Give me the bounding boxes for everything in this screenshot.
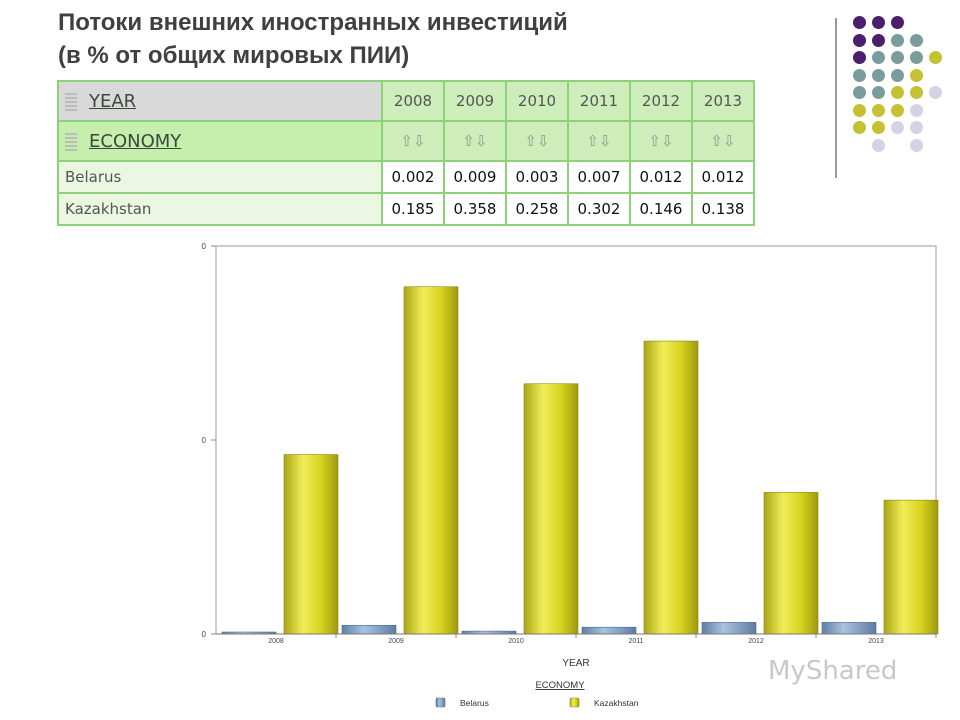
year-cell: 2010 (505, 80, 569, 122)
decorative-dot (853, 16, 866, 29)
title-line-2: (в % от общих мировых ПИИ) (58, 42, 410, 69)
year-header-label[interactable]: YEAR (89, 90, 137, 112)
decorative-dot (853, 68, 866, 82)
decorative-dot (872, 16, 885, 29)
legend-label: Belarus (460, 698, 489, 708)
x-tick-label: 2010 (508, 638, 524, 645)
value-cell: 0.007 (567, 160, 631, 194)
drag-handle-icon[interactable] (65, 131, 77, 151)
drag-handle-icon[interactable] (65, 91, 77, 111)
decorative-dot (872, 33, 885, 47)
sort-arrows-icon[interactable]: ⇧⇩ (381, 120, 445, 162)
sort-arrows-icon[interactable]: ⇧⇩ (505, 120, 569, 162)
decorative-dot (891, 86, 904, 99)
decorative-dot (929, 51, 942, 64)
decorative-divider (835, 18, 837, 178)
value-cell: 0.138 (691, 192, 755, 226)
x-tick-label: 2009 (388, 638, 404, 645)
bar-chart: 0 0 0 2008 2009 2010 2011 2012 2013 YEAR ECONOMY Be… (202, 242, 939, 708)
year-cell: 2012 (629, 80, 693, 122)
sort-arrows-icon[interactable]: ⇧⇩ (629, 120, 693, 162)
value-cell: 0.012 (629, 160, 693, 194)
decorative-dot (891, 51, 904, 64)
decorative-dot (910, 33, 923, 47)
decorative-dot (910, 86, 923, 99)
value-cell: 0.185 (381, 192, 445, 226)
decorative-dot-grid (850, 14, 950, 154)
decorative-dot (872, 51, 885, 64)
decorative-dot (891, 103, 904, 117)
decorative-dot (891, 121, 904, 134)
decorative-dot (910, 68, 923, 82)
value-cell: 0.009 (443, 160, 507, 194)
year-cell: 2013 (691, 80, 755, 122)
sort-arrows-icon[interactable]: ⇧⇩ (691, 120, 755, 162)
decorative-dot (853, 121, 866, 134)
legend-label: Kazakhstan (594, 698, 639, 708)
value-cell: 0.003 (505, 160, 569, 194)
title-line-1: Потоки внешних иностранных инвестиций (58, 9, 568, 36)
y-tick-label: 0 (202, 436, 207, 445)
year-cell: 2011 (567, 80, 631, 122)
decorative-dot (872, 121, 885, 134)
table-row: Kazakhstan 0.185 0.358 0.258 0.302 0.146… (57, 192, 755, 226)
y-tick-label: 0 (202, 242, 207, 251)
decorative-dot (929, 86, 942, 99)
bar-belarus (341, 624, 397, 635)
decorative-dot (910, 103, 923, 117)
sort-arrows-icon[interactable]: ⇧⇩ (567, 120, 631, 162)
year-cell: 2008 (381, 80, 445, 122)
row-label-kazakhstan: Kazakhstan (57, 192, 383, 226)
bar-belarus (821, 622, 877, 635)
year-header[interactable]: YEAR (57, 80, 383, 122)
year-cell: 2009 (443, 80, 507, 122)
watermark-logo: MyShared (768, 656, 897, 686)
legend-swatch-belarus (435, 697, 446, 708)
bar-kazakhstan (883, 499, 939, 635)
bar-kazakhstan (763, 492, 819, 635)
decorative-dot (853, 86, 866, 99)
decorative-dot (853, 103, 866, 117)
decorative-dot (853, 51, 866, 64)
x-tick-label: 2012 (748, 638, 764, 645)
bar-kazakhstan (283, 454, 339, 635)
value-cell: 0.358 (443, 192, 507, 226)
decorative-dot (891, 33, 904, 47)
sort-arrows-icon[interactable]: ⇧⇩ (443, 120, 507, 162)
bar-kazakhstan (643, 340, 699, 635)
decorative-dot (872, 86, 885, 99)
value-cell: 0.302 (567, 192, 631, 226)
bar-belarus (581, 626, 637, 635)
x-tick-label: 2013 (868, 638, 884, 645)
slide-title: Потоки внешних иностранных инвестиций (в… (58, 6, 568, 72)
economy-header[interactable]: ECONOMY (57, 120, 383, 162)
decorative-dot (891, 68, 904, 82)
x-axis-title: YEAR (562, 658, 589, 669)
bar-belarus (701, 622, 757, 635)
decorative-dot (891, 16, 904, 29)
decorative-dot (910, 138, 923, 152)
table-row: Belarus 0.002 0.009 0.003 0.007 0.012 0.… (57, 160, 755, 194)
decorative-dot (872, 138, 885, 152)
pivot-table: YEAR 2008 2009 2010 2011 2012 2013 ECONO… (57, 80, 755, 226)
bar-kazakhstan (523, 383, 579, 635)
watermark-text: MyShared (768, 656, 898, 686)
legend-swatch-kazakhstan (569, 697, 580, 708)
decorative-dot (853, 33, 866, 47)
bar-kazakhstan (403, 286, 459, 635)
row-label-belarus: Belarus (57, 160, 383, 194)
y-tick-label: 0 (202, 630, 207, 639)
value-cell: 0.012 (691, 160, 755, 194)
value-cell: 0.258 (505, 192, 569, 226)
decorative-dot (872, 68, 885, 82)
x-tick-label: 2011 (628, 638, 643, 645)
x-tick-label: 2008 (268, 638, 284, 645)
decorative-dot (872, 103, 885, 117)
decorative-dot (910, 121, 923, 134)
value-cell: 0.002 (381, 160, 445, 194)
legend-title: ECONOMY (535, 680, 585, 691)
decorative-dot (910, 51, 923, 64)
value-cell: 0.146 (629, 192, 693, 226)
economy-header-label[interactable]: ECONOMY (89, 130, 182, 152)
